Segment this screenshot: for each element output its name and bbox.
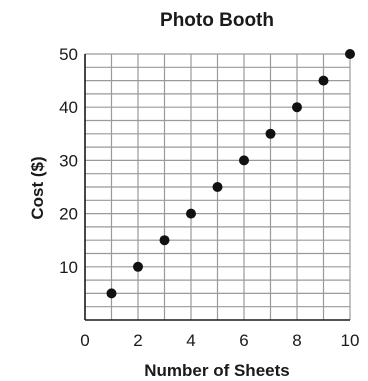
data-point [345,49,355,59]
y-tick-labels: 10 20 30 40 50 [59,45,78,277]
y-tick-label: 40 [59,98,78,117]
y-tick-label: 20 [59,205,78,224]
data-point [159,235,170,246]
data-points [106,49,355,299]
data-point [318,75,329,86]
y-tick-label: 30 [59,151,78,170]
y-axis-label: Cost ($) [28,156,47,219]
x-tick-label: 0 [80,331,89,350]
x-axis-label: Number of Sheets [144,361,289,380]
data-point [239,155,249,166]
axes [84,54,350,321]
chart-title: Photo Booth [160,10,274,31]
x-tick-label: 8 [292,331,301,350]
x-tick-label: 2 [133,331,142,350]
grid [85,53,351,320]
data-point [133,261,143,272]
data-point [292,102,302,113]
x-tick-label: 4 [186,331,195,350]
y-tick-label: 10 [59,258,78,277]
data-point [186,208,196,219]
data-point [212,182,223,192]
x-tick-label: 6 [239,331,248,350]
x-tick-labels: 0 2 4 6 8 10 [80,331,359,350]
data-point [265,128,276,139]
y-tick-label: 50 [59,45,78,64]
x-tick-label: 10 [341,331,360,350]
data-point [106,288,117,299]
